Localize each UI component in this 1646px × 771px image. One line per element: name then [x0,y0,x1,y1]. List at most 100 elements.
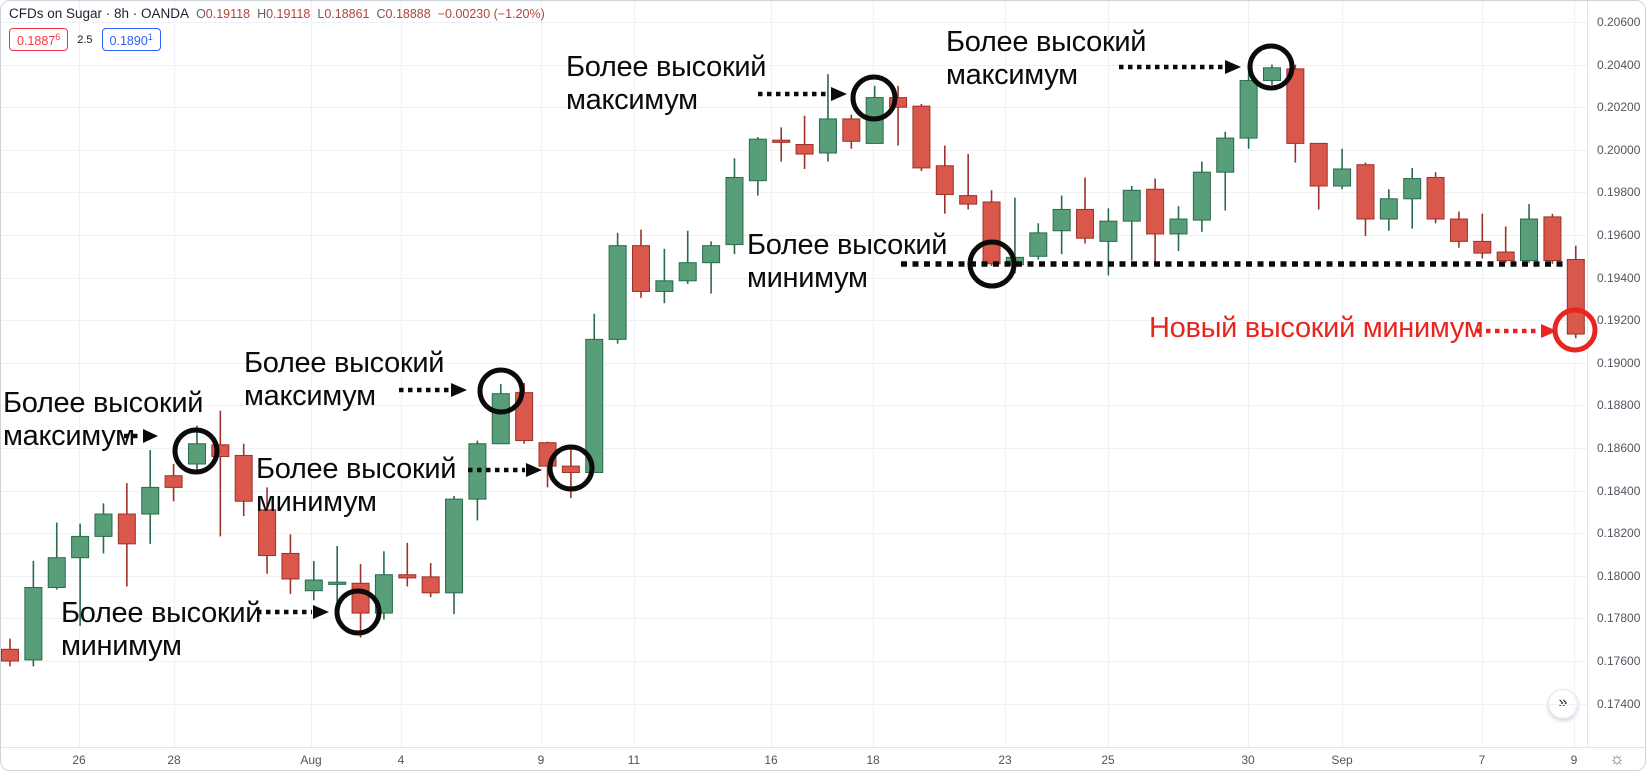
candle [1052,208,1071,232]
candle [561,465,580,473]
candle [1566,258,1585,335]
candle [1379,198,1398,220]
time-tick-label: 16 [764,753,778,767]
price-tick-label: 0.20000 [1597,143,1641,157]
candle [608,245,627,340]
price-tick-label: 0.19800 [1597,185,1641,199]
higher-high-2-arrowhead-icon [451,383,467,397]
candle [117,513,136,545]
candle [1099,220,1118,242]
candle [631,245,650,292]
candle [281,552,300,580]
price-tick-label: 0.17600 [1597,654,1641,668]
candle [1146,188,1165,235]
axis-settings-cell[interactable]: ☼ [1588,748,1645,770]
candle [1029,232,1048,257]
double-chevron-right-icon: » [1558,694,1568,711]
candle [1286,68,1305,144]
candle [678,262,697,282]
candle [725,176,744,246]
open-label: O [196,7,206,21]
high-label: H [257,7,267,21]
candle [1122,189,1141,222]
candle [1449,218,1468,242]
candle [772,139,791,143]
time-tick-label: 9 [537,753,545,767]
candle [1543,216,1562,262]
time-tick-label: Sep [1331,753,1353,767]
candle [1426,176,1445,220]
candle [1496,251,1515,262]
higher-high-2-circle[interactable] [477,367,525,415]
candle [164,475,183,488]
higher-low-1-circle[interactable] [334,588,382,636]
price-tick-label: 0.20200 [1597,100,1641,114]
candle [1,648,19,662]
time-tick-label: 11 [627,753,641,767]
time-axis[interactable]: 26 28 Aug 4 9 11 16 18 23 25 30 Sep 7 9 [1,747,1645,770]
price-tick-label: 0.18200 [1597,526,1641,540]
higher-low-3-circle[interactable] [967,239,1017,289]
candle [1356,164,1375,220]
price-tick-label: 0.18000 [1597,569,1641,583]
price-tick-label: 0.20600 [1597,15,1641,29]
price-tick-label: 0.17800 [1597,611,1641,625]
time-tick-label: 25 [1101,753,1115,767]
candle [1403,178,1422,200]
candle [491,393,510,445]
higher-low-2-arrowhead-icon [526,463,542,477]
candle [982,201,1001,265]
low-label: L [317,7,325,21]
candle [1309,142,1328,187]
quote-row: 0.18876 2.5 0.18901 [9,28,545,52]
time-tick-label: 4 [397,753,405,767]
higher-low-2-circle[interactable] [547,444,595,492]
candle [702,245,721,264]
candle [421,576,440,594]
time-tick-label: 30 [1241,753,1255,767]
price-tick-label: 0.18400 [1597,484,1641,498]
candle [748,138,767,182]
price-tick-label: 0.18600 [1597,441,1641,455]
high-value: 0.19118 [266,7,311,21]
higher-high-4-circle[interactable] [1247,43,1295,91]
candle [211,444,230,458]
candle [842,118,861,142]
candle [1216,137,1235,173]
candle [935,165,954,196]
candle [889,97,908,108]
symbol-title[interactable]: CFDs on Sugar · 8h · OANDA [9,6,190,21]
higher-high-1-circle[interactable] [172,427,220,475]
candle [258,509,277,557]
higher-low-1-arrowhead-icon [313,605,329,619]
higher-high-3-circle[interactable] [850,74,898,122]
candle [141,486,160,515]
price-axis[interactable]: 0.20600 0.20400 0.20200 0.20000 0.19800 0.196… [1587,1,1645,747]
time-tick-label: 23 [998,753,1012,767]
candle [1473,240,1492,254]
price-tick-label: 0.19000 [1597,356,1641,370]
candle [1192,171,1211,221]
candle [351,582,370,614]
candle [1169,218,1188,235]
higher-high-4-arrowhead-icon [1225,60,1241,74]
candle [1520,218,1539,262]
buy-price-button[interactable]: 0.18901 [101,28,161,52]
candle [94,513,113,537]
sun-icon[interactable]: ☼ [1609,749,1625,768]
candle [585,338,604,473]
time-tick-label: Aug [300,753,322,767]
candle [1262,67,1281,82]
candle [47,557,66,589]
candle [187,443,206,465]
new-higher-low-circle[interactable] [1552,307,1598,353]
price-tick-label: 0.19600 [1597,228,1641,242]
chart-legend: CFDs on Sugar · 8h · OANDA O0.19118 H0.191… [9,6,545,52]
sell-price-button[interactable]: 0.18876 [9,28,69,52]
new-higher-low-arrowhead-icon [1541,324,1557,338]
candle [912,105,931,169]
candle [1333,168,1352,187]
candle [234,454,253,502]
candle [959,195,978,205]
